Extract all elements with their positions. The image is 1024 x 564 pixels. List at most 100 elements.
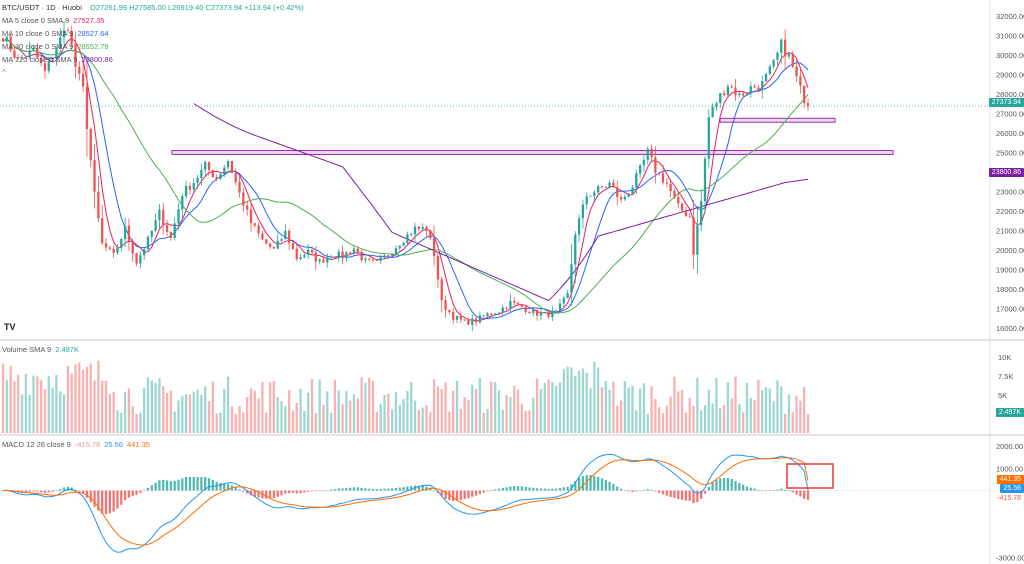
- volume-bar: [501, 409, 504, 433]
- candle-body: [688, 216, 691, 218]
- volume-bar: [89, 363, 92, 433]
- volume-bar: [307, 392, 310, 433]
- candle-body: [78, 66, 81, 74]
- ma120-line: [193, 103, 809, 302]
- candle-body: [246, 205, 249, 210]
- ma30-line: [2, 38, 809, 314]
- volume-bar: [337, 390, 340, 433]
- candle-body: [181, 196, 184, 210]
- candle-body: [238, 182, 241, 193]
- candle-body: [604, 187, 607, 188]
- candle-body: [539, 312, 543, 316]
- collapse-legend-icon[interactable]: ^: [2, 68, 6, 77]
- candle-body: [425, 227, 428, 231]
- candle-body: [116, 247, 119, 253]
- candle-body: [112, 248, 115, 253]
- volume-bar: [631, 385, 634, 433]
- candle-body: [192, 182, 195, 190]
- volume-bar: [371, 380, 375, 433]
- volume-bar: [722, 405, 726, 433]
- price-tick-label: 17000.00: [996, 305, 1024, 314]
- macd-histogram-bar: [93, 490, 96, 507]
- candle-body: [665, 182, 668, 184]
- candle-body: [150, 230, 153, 237]
- macd-histogram-bar: [429, 487, 432, 491]
- candle-body: [215, 177, 218, 179]
- macd-histogram-bar: [524, 486, 527, 491]
- candle-body: [9, 36, 12, 51]
- macd-histogram-bar: [543, 488, 546, 491]
- macd-histogram-bar: [234, 487, 237, 491]
- volume-bar: [616, 405, 619, 433]
- legend-ma5[interactable]: MA 5 close 0 SMA 9 27527.35: [2, 16, 104, 26]
- candle-body: [249, 209, 253, 224]
- candle-body: [345, 252, 348, 259]
- candle-body: [513, 301, 516, 303]
- macd-histogram-bar: [364, 488, 367, 491]
- candle-body: [730, 86, 733, 88]
- macd-histogram-bar: [535, 488, 539, 491]
- volume-bar: [158, 378, 161, 433]
- macd-histogram-bar: [791, 490, 794, 493]
- macd-histogram-bar: [154, 482, 157, 491]
- legend-volume[interactable]: Volume SMA 9 2.497K: [2, 345, 79, 355]
- legend-macd[interactable]: MACD 12 26 close 9 -415.78 25.56 441.35: [2, 440, 150, 450]
- candle-body: [509, 301, 512, 309]
- macd-histogram-bar: [333, 489, 337, 491]
- candle-body: [799, 76, 802, 86]
- candle-body: [81, 73, 85, 87]
- macd-histogram-bar: [55, 490, 58, 492]
- volume-bar: [635, 410, 638, 433]
- macd-histogram-bar: [467, 490, 470, 499]
- volume-bar: [349, 400, 352, 433]
- candle-body: [577, 218, 581, 235]
- macd-histogram-bar: [459, 490, 462, 501]
- macd-histogram-bar: [432, 489, 436, 491]
- legend-ma10[interactable]: MA 10 close 0 SMA 9 28527.64: [2, 29, 109, 39]
- macd-histogram-bar: [551, 488, 554, 491]
- macd-histogram-bar: [383, 488, 386, 491]
- symbol-label[interactable]: BTC/USDT · 1D · Huobi: [2, 3, 82, 12]
- candle-body: [371, 259, 375, 261]
- candle-body: [207, 162, 211, 170]
- volume-bar: [658, 407, 661, 433]
- macd-histogram-bar: [677, 490, 680, 500]
- macd-histogram-bar: [188, 476, 192, 491]
- macd-signal-line: [2, 457, 809, 546]
- macd-histogram-bar: [139, 490, 142, 493]
- volume-bar: [577, 370, 581, 433]
- legend-ma5-label: MA 5 close 0 SMA 9: [2, 16, 70, 25]
- macd-histogram-bar: [32, 490, 35, 492]
- macd-histogram-bar: [379, 488, 382, 491]
- volume-bar: [684, 412, 688, 433]
- candle-body: [200, 169, 203, 179]
- volume-bar: [287, 389, 291, 433]
- candle-body: [265, 239, 268, 244]
- legend-ma30[interactable]: MA 30 close 0 SMA 9 28552.79: [2, 42, 109, 52]
- legend-ma120[interactable]: MA 120 close 0 SMA 9 23800.86: [2, 55, 113, 65]
- candle-body: [51, 58, 54, 61]
- candle-body: [108, 247, 111, 249]
- volume-bar: [36, 376, 39, 433]
- macd-line: [2, 453, 809, 553]
- volume-bar: [28, 395, 31, 433]
- candle-body: [360, 252, 363, 261]
- macd-histogram-bar: [730, 479, 733, 491]
- candle-body: [658, 172, 661, 174]
- candle-body: [36, 47, 39, 58]
- volume-bar: [673, 376, 676, 433]
- candle-body: [131, 241, 134, 254]
- macd-histogram-bar: [471, 490, 474, 497]
- candle-body: [230, 161, 234, 173]
- macd-histogram-bar: [146, 487, 150, 491]
- macd-histogram-bar: [635, 490, 638, 492]
- candle-body: [463, 319, 466, 321]
- volume-bar: [375, 412, 379, 433]
- candle-body: [146, 236, 150, 250]
- macd-histogram-bar: [371, 488, 375, 491]
- candle-body: [62, 30, 66, 38]
- volume-bar: [459, 409, 462, 433]
- legend-macd-macd: 25.56: [104, 440, 124, 449]
